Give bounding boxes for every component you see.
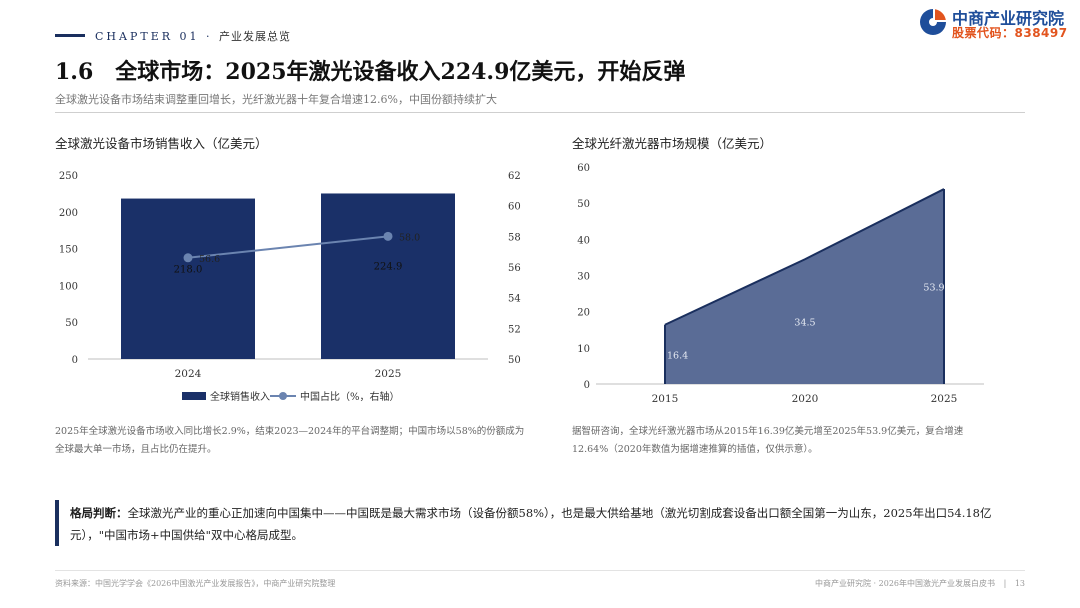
laser-equipment-revenue-chart: 0 50 100 150 200 250 50 52 54 56 58 60 62 218.0 2024 22…: [59, 171, 521, 403]
bar-global-revenue: [321, 193, 455, 359]
page-title: 1.6 全球市场：2025年激光设备收入224.9亿美元，开始反弹: [55, 54, 685, 86]
footer-right: 中商产业研究院 · 2026年中国激光产业发展白皮书 | 13: [815, 578, 1025, 589]
area-value-label: 34.5: [794, 318, 815, 329]
y-right-tick-label: 56: [508, 263, 521, 274]
china-share-point: [183, 253, 193, 263]
x-tick-label: 2015: [652, 393, 679, 405]
y-left-tick-label: 200: [59, 208, 78, 219]
footer-report-name: 中商产业研究院 · 2026年中国激光产业发展白皮书: [815, 579, 996, 588]
chapter-label: CHAPTER 01 · 产业发展总览: [95, 30, 291, 43]
china-share-point: [383, 231, 393, 241]
right-chart-note: 据智研咨询，全球光纤激光器市场从2015年16.39亿美元增至2025年53.9…: [572, 426, 964, 455]
area-value-label: 16.4: [667, 350, 688, 361]
y-tick-label: 30: [577, 272, 590, 283]
y-tick-label: 50: [577, 199, 590, 210]
left-chart-title: 全球激光设备市场销售收入（亿美元）: [55, 136, 268, 151]
bar-global-revenue: [121, 198, 255, 359]
page-number: 13: [1014, 579, 1025, 588]
judgment-label: 格局判断：: [70, 506, 128, 520]
x-tick-label: 2025: [931, 393, 958, 405]
bar-value-label: 224.9: [374, 262, 403, 273]
bar-value-label: 218.0: [174, 264, 203, 275]
left-chart-note: 2025年全球激光设备市场收入同比增长2.9%，结束2023—2024年的平台调…: [55, 426, 525, 455]
legend-bar-label: 全球销售收入: [210, 390, 270, 403]
section-title: 全球市场：2025年激光设备收入224.9亿美元，开始反弹: [115, 59, 686, 85]
y-right-tick-label: 58: [508, 232, 521, 243]
y-tick-label: 60: [577, 163, 590, 174]
x-tick-label: 2025: [375, 368, 402, 380]
logo-name: 中商产业研究院: [952, 9, 1065, 28]
judgment-callout: 格局判断：全球激光产业的重心正加速向中国集中——中国既是最大需求市场（设备份额5…: [70, 502, 1025, 546]
y-right-tick-label: 52: [508, 324, 521, 335]
judgment-accent-bar: [55, 500, 59, 546]
china-share-label: 58.0: [399, 232, 420, 243]
footer-source: 资料来源：中国光学学会《2026中国激光产业发展报告》，中商产业研究院整理: [55, 579, 336, 588]
y-left-tick-label: 150: [59, 245, 78, 256]
legend-line-marker: [279, 392, 287, 400]
y-right-tick-label: 62: [508, 171, 521, 182]
logo-stock-code: 股票代码：838497: [952, 26, 1068, 40]
legend-bar-swatch: [182, 392, 206, 400]
company-logo-icon: [920, 9, 946, 35]
y-right-tick-label: 60: [508, 202, 521, 213]
line-china-share: [187, 235, 389, 259]
y-tick-label: 40: [577, 235, 590, 246]
y-left-tick-label: 50: [65, 318, 78, 329]
header-divider: [55, 112, 1025, 113]
y-tick-label: 10: [577, 344, 590, 355]
x-tick-label: 2020: [792, 393, 819, 405]
y-left-tick-label: 0: [72, 355, 78, 366]
y-left-tick-label: 100: [59, 281, 78, 292]
footer-divider: [55, 570, 1025, 571]
judgment-text: 全球激光产业的重心正加速向中国集中——中国既是最大需求市场（设备份额58%），也…: [70, 506, 992, 542]
right-chart-title: 全球光纤激光器市场规模（亿美元）: [572, 136, 773, 151]
china-share-label: 56.6: [199, 254, 220, 265]
y-right-tick-label: 50: [508, 355, 521, 366]
area-fiber-laser-market: [665, 189, 944, 384]
page-subtitle: 全球激光设备市场结束调整重回增长，光纤激光器十年复合增速12.6%，中国份额持续…: [55, 93, 497, 106]
y-right-tick-label: 54: [508, 294, 521, 305]
legend-line-label: 中国占比（%，右轴）: [300, 390, 400, 403]
x-tick-label: 2024: [175, 368, 202, 380]
y-tick-label: 0: [584, 380, 590, 391]
y-tick-label: 20: [577, 308, 590, 319]
header-accent-bar: [55, 34, 85, 37]
area-top-line: [664, 188, 945, 326]
fiber-laser-market-chart: 0 10 20 30 40 50 60 16.4 34.5 53.9 2015 2020 2025: [577, 163, 984, 405]
footer-divider-char: |: [1003, 579, 1007, 588]
section-number: 1.6: [55, 59, 94, 85]
area-value-label: 53.9: [923, 283, 944, 294]
y-left-tick-label: 250: [59, 171, 78, 182]
